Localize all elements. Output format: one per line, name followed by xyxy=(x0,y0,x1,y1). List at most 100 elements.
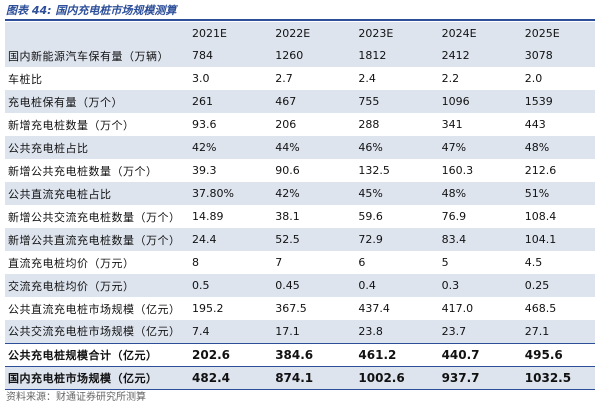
table-cell: 0.4 xyxy=(358,279,376,292)
table-cell: 7 xyxy=(275,256,283,269)
table-cell: 755 xyxy=(358,95,380,108)
header-year-2021: 2021E xyxy=(192,26,227,40)
row-label: 公共直流充电桩市场规模（亿元） xyxy=(8,302,180,316)
table-cell: 39.3 xyxy=(192,164,217,177)
table-row: 国内新能源汽车保有量（万辆） 784 1260 1812 2412 3078 xyxy=(5,44,595,67)
table-cell: 83.4 xyxy=(441,233,467,246)
row-label: 公共交流充电桩市场规模（亿元） xyxy=(8,325,180,339)
table-cell: 52.5 xyxy=(275,233,300,246)
table-cell: 93.6 xyxy=(192,118,217,131)
table-cell: 1812 xyxy=(358,49,387,62)
table-row-total: 国内充电桩市场规模（亿元） 482.4 874.1 1002.6 937.7 1… xyxy=(5,365,595,390)
table-cell: 784 xyxy=(192,49,214,62)
table-cell: 160.3 xyxy=(441,164,474,177)
table-cell: 440.7 xyxy=(428,342,512,366)
table-cell: 7.4 xyxy=(192,324,210,338)
table-cell: 467 xyxy=(275,95,297,108)
header-corner-cell xyxy=(5,22,179,44)
table-cell: 14.89 xyxy=(192,210,224,223)
table-cell: 23.8 xyxy=(358,324,383,338)
table-row: 新增公共交流充电桩数量（万个） 14.89 38.1 59.6 76.9 108… xyxy=(5,205,595,228)
table-cell: 482.4 xyxy=(179,365,263,390)
table-cell: 27.1 xyxy=(524,324,550,338)
table-cell: 48% xyxy=(441,187,467,200)
table-row: 新增公共直流充电桩数量（万个） 24.4 52.5 72.9 83.4 104.… xyxy=(5,228,595,251)
table-cell: 0.5 xyxy=(192,279,210,292)
table-cell: 417.0 xyxy=(441,302,474,315)
table-cell: 59.6 xyxy=(358,210,383,223)
table-cell: 46% xyxy=(358,141,383,154)
table-cell: 2.7 xyxy=(275,72,293,85)
row-label: 充电桩保有量（万个） xyxy=(8,95,123,109)
table-cell: 341 xyxy=(441,118,463,131)
table-cell: 1002.6 xyxy=(345,365,429,390)
table-cell: 874.1 xyxy=(262,365,346,390)
table-cell: 37.80% xyxy=(192,187,234,200)
source-note: 资料来源：财通证券研究所测算 xyxy=(6,392,146,403)
table-cell: 2.0 xyxy=(524,72,543,85)
row-label: 国内新能源汽车保有量（万辆） xyxy=(8,49,169,63)
table-cell: 6 xyxy=(358,256,366,269)
table-cell: 1260 xyxy=(275,49,304,62)
table-row: 新增公共充电桩数量（万个） 39.3 90.6 132.5 160.3 212.… xyxy=(5,159,595,182)
table-cell: 384.6 xyxy=(262,342,346,366)
table-cell: 0.25 xyxy=(524,279,550,292)
table-row: 交流充电桩均价（万元） 0.5 0.45 0.4 0.3 0.25 xyxy=(5,274,595,297)
table-cell: 468.5 xyxy=(524,302,557,315)
table-cell: 495.6 xyxy=(511,342,595,366)
table-cell: 38.1 xyxy=(275,210,300,223)
row-label: 新增充电桩数量（万个） xyxy=(8,118,135,132)
table-cell: 45% xyxy=(358,187,383,200)
table-cell: 367.5 xyxy=(275,302,307,315)
table-cell: 47% xyxy=(441,141,467,154)
table-cell: 44% xyxy=(275,141,300,154)
table-row: 车桩比 3.0 2.7 2.4 2.2 2.0 xyxy=(5,67,595,90)
table-cell: 1096 xyxy=(441,95,470,108)
table-cell: 108.4 xyxy=(524,210,557,223)
table-cell: 3078 xyxy=(524,49,553,62)
table-cell: 42% xyxy=(275,187,300,200)
table-cell: 23.7 xyxy=(441,324,467,338)
table-row: 直流充电桩均价（万元） 8 7 6 5 4.5 xyxy=(5,251,595,274)
table-cell: 42% xyxy=(192,141,217,154)
row-label: 新增公共充电桩数量（万个） xyxy=(8,164,158,178)
row-label: 新增公共直流充电桩数量（万个） xyxy=(8,233,180,247)
table-row: 新增充电桩数量（万个） 93.6 206 288 341 443 xyxy=(5,113,595,136)
table-header-row: 2021E 2022E 2023E 2024E 2025E xyxy=(5,22,595,44)
header-year-2022: 2022E xyxy=(275,26,311,40)
table-cell: 17.1 xyxy=(275,324,300,338)
table-cell: 72.9 xyxy=(358,233,383,246)
header-year-2025: 2025E xyxy=(524,26,560,40)
table-cell: 437.4 xyxy=(358,302,390,315)
row-label: 公共充电桩占比 xyxy=(8,141,89,155)
table-cell: 195.2 xyxy=(192,302,224,315)
table-cell: 212.6 xyxy=(524,164,557,177)
table-cell: 2.2 xyxy=(441,72,460,85)
table-cell: 202.6 xyxy=(179,342,263,366)
table-row: 公共直流充电桩占比 37.80% 42% 45% 48% 51% xyxy=(5,182,595,205)
table-cell: 0.45 xyxy=(275,279,300,292)
table-cell: 2.4 xyxy=(358,72,376,85)
row-label: 国内充电桩市场规模（亿元） xyxy=(5,365,180,390)
header-year-2024: 2024E xyxy=(441,26,477,40)
row-label: 公共直流充电桩占比 xyxy=(8,187,112,201)
table-cell: 51% xyxy=(524,187,550,200)
table-cell: 90.6 xyxy=(275,164,300,177)
table-cell: 206 xyxy=(275,118,297,131)
table-row: 充电桩保有量（万个） 261 467 755 1096 1539 xyxy=(5,90,595,113)
header-year-2023: 2023E xyxy=(358,26,394,40)
table-row: 公共直流充电桩市场规模（亿元） 195.2 367.5 437.4 417.0 … xyxy=(5,297,595,320)
table-cell: 261 xyxy=(192,95,214,108)
table-cell: 461.2 xyxy=(345,342,429,366)
table-cell: 937.7 xyxy=(428,365,512,390)
table-row: 公共交流充电桩市场规模（亿元） 7.4 17.1 23.8 23.7 27.1 xyxy=(5,320,595,343)
table-cell: 1539 xyxy=(524,95,553,108)
table-cell: 76.9 xyxy=(441,210,467,223)
table-cell: 8 xyxy=(192,256,200,269)
table-cell: 288 xyxy=(358,118,380,131)
row-label: 车桩比 xyxy=(8,72,43,86)
table-cell: 5 xyxy=(441,256,449,269)
table-cell: 24.4 xyxy=(192,233,217,246)
row-label: 交流充电桩均价（万元） xyxy=(8,279,135,293)
table-cell: 104.1 xyxy=(524,233,557,246)
